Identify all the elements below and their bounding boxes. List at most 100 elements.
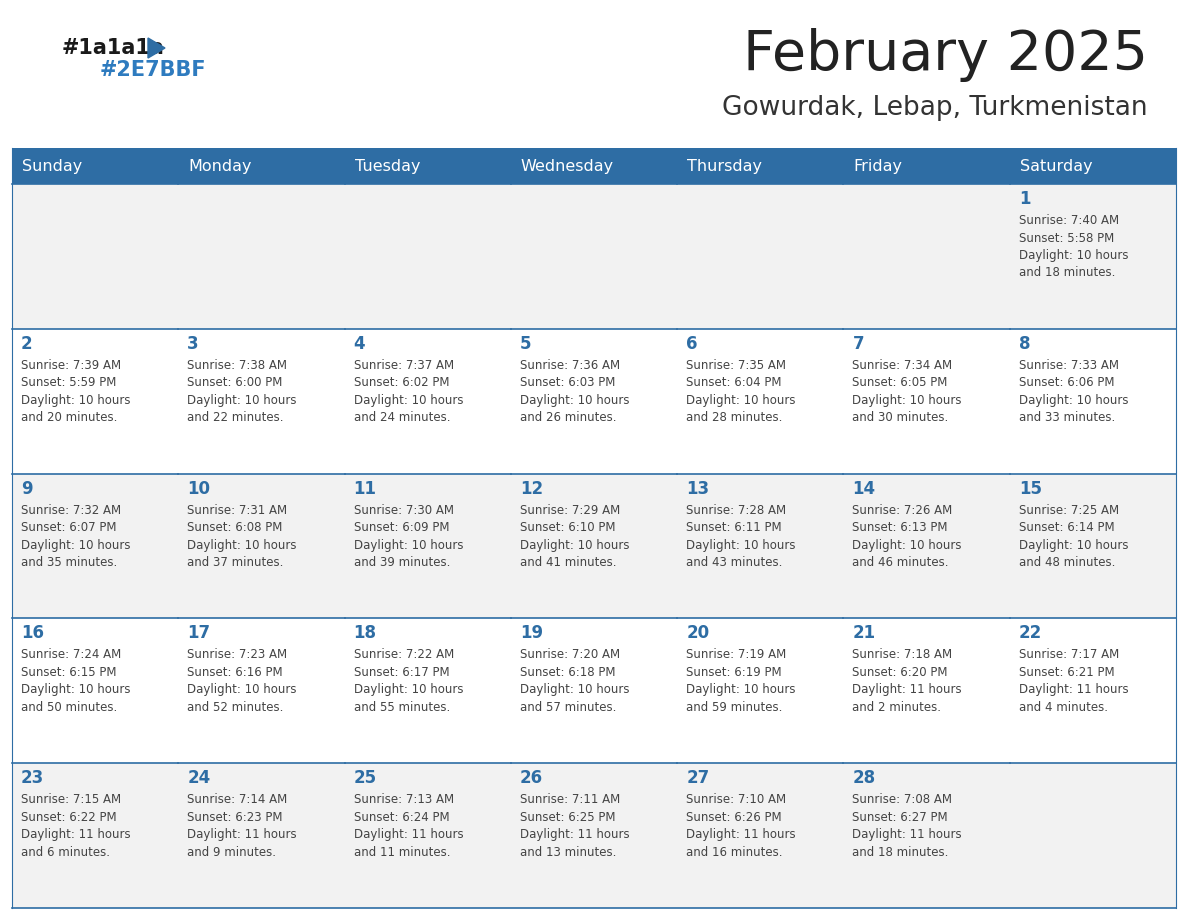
- Text: Daylight: 11 hours: Daylight: 11 hours: [354, 828, 463, 841]
- Text: and 48 minutes.: and 48 minutes.: [1019, 556, 1116, 569]
- Text: Sunset: 6:26 PM: Sunset: 6:26 PM: [687, 811, 782, 823]
- Text: Sunrise: 7:35 AM: Sunrise: 7:35 AM: [687, 359, 786, 372]
- Text: Daylight: 10 hours: Daylight: 10 hours: [21, 683, 131, 697]
- Text: Sunset: 6:11 PM: Sunset: 6:11 PM: [687, 521, 782, 534]
- Text: 4: 4: [354, 335, 365, 353]
- Text: Sunset: 6:13 PM: Sunset: 6:13 PM: [853, 521, 948, 534]
- Text: Sunset: 5:59 PM: Sunset: 5:59 PM: [21, 376, 116, 389]
- Bar: [178, 474, 345, 619]
- Bar: [178, 184, 345, 329]
- Bar: [511, 329, 677, 474]
- Text: Sunrise: 7:39 AM: Sunrise: 7:39 AM: [21, 359, 121, 372]
- Bar: [677, 474, 843, 619]
- Text: Daylight: 10 hours: Daylight: 10 hours: [1019, 249, 1129, 262]
- Text: Sunrise: 7:15 AM: Sunrise: 7:15 AM: [21, 793, 121, 806]
- Text: 7: 7: [853, 335, 864, 353]
- Bar: [843, 148, 1010, 184]
- Text: Sunrise: 7:20 AM: Sunrise: 7:20 AM: [520, 648, 620, 661]
- Bar: [677, 184, 843, 329]
- Text: Friday: Friday: [853, 159, 903, 174]
- Bar: [511, 184, 677, 329]
- Text: and 39 minutes.: and 39 minutes.: [354, 556, 450, 569]
- Text: and 11 minutes.: and 11 minutes.: [354, 845, 450, 858]
- Text: 15: 15: [1019, 479, 1042, 498]
- Text: Sunset: 6:05 PM: Sunset: 6:05 PM: [853, 376, 948, 389]
- Text: 3: 3: [188, 335, 198, 353]
- Text: Daylight: 11 hours: Daylight: 11 hours: [1019, 683, 1129, 697]
- Text: Sunset: 5:58 PM: Sunset: 5:58 PM: [1019, 231, 1114, 244]
- Text: Daylight: 11 hours: Daylight: 11 hours: [520, 828, 630, 841]
- Text: 14: 14: [853, 479, 876, 498]
- Text: Sunset: 6:16 PM: Sunset: 6:16 PM: [188, 666, 283, 679]
- Text: and 18 minutes.: and 18 minutes.: [853, 845, 949, 858]
- Text: 1: 1: [1019, 190, 1030, 208]
- Text: Sunset: 6:00 PM: Sunset: 6:00 PM: [188, 376, 283, 389]
- Bar: [843, 329, 1010, 474]
- Text: Daylight: 10 hours: Daylight: 10 hours: [520, 394, 630, 407]
- Text: 13: 13: [687, 479, 709, 498]
- Text: 6: 6: [687, 335, 697, 353]
- Text: 25: 25: [354, 769, 377, 788]
- Bar: [677, 329, 843, 474]
- Text: and 13 minutes.: and 13 minutes.: [520, 845, 617, 858]
- Bar: [12, 619, 178, 763]
- Text: #2E7BBF: #2E7BBF: [100, 60, 207, 80]
- Text: and 18 minutes.: and 18 minutes.: [1019, 266, 1116, 279]
- Text: Sunrise: 7:31 AM: Sunrise: 7:31 AM: [188, 504, 287, 517]
- Bar: [511, 474, 677, 619]
- Bar: [178, 763, 345, 908]
- Text: 28: 28: [853, 769, 876, 788]
- Bar: [345, 184, 511, 329]
- Text: Daylight: 10 hours: Daylight: 10 hours: [687, 394, 796, 407]
- Bar: [511, 763, 677, 908]
- Text: Sunset: 6:04 PM: Sunset: 6:04 PM: [687, 376, 782, 389]
- Text: Sunrise: 7:25 AM: Sunrise: 7:25 AM: [1019, 504, 1119, 517]
- Bar: [511, 148, 677, 184]
- Text: and 35 minutes.: and 35 minutes.: [21, 556, 118, 569]
- Text: Sunrise: 7:40 AM: Sunrise: 7:40 AM: [1019, 214, 1119, 227]
- Text: Daylight: 11 hours: Daylight: 11 hours: [188, 828, 297, 841]
- Text: and 43 minutes.: and 43 minutes.: [687, 556, 783, 569]
- Text: Daylight: 10 hours: Daylight: 10 hours: [520, 539, 630, 552]
- Text: Sunrise: 7:18 AM: Sunrise: 7:18 AM: [853, 648, 953, 661]
- Text: Sunset: 6:08 PM: Sunset: 6:08 PM: [188, 521, 283, 534]
- Text: Sunset: 6:15 PM: Sunset: 6:15 PM: [21, 666, 116, 679]
- Text: Sunset: 6:14 PM: Sunset: 6:14 PM: [1019, 521, 1114, 534]
- Bar: [511, 619, 677, 763]
- Text: Sunrise: 7:23 AM: Sunrise: 7:23 AM: [188, 648, 287, 661]
- Text: Sunrise: 7:33 AM: Sunrise: 7:33 AM: [1019, 359, 1119, 372]
- Text: Sunrise: 7:36 AM: Sunrise: 7:36 AM: [520, 359, 620, 372]
- Text: and 57 minutes.: and 57 minutes.: [520, 701, 617, 714]
- Bar: [12, 184, 178, 329]
- Text: Monday: Monday: [188, 159, 252, 174]
- Text: Sunrise: 7:19 AM: Sunrise: 7:19 AM: [687, 648, 786, 661]
- Bar: [12, 329, 178, 474]
- Text: Sunrise: 7:13 AM: Sunrise: 7:13 AM: [354, 793, 454, 806]
- Bar: [1010, 619, 1176, 763]
- Text: 22: 22: [1019, 624, 1042, 643]
- Bar: [677, 148, 843, 184]
- Bar: [1010, 474, 1176, 619]
- Text: Sunrise: 7:28 AM: Sunrise: 7:28 AM: [687, 504, 786, 517]
- Text: Sunset: 6:19 PM: Sunset: 6:19 PM: [687, 666, 782, 679]
- Text: Thursday: Thursday: [687, 159, 763, 174]
- Text: Sunset: 6:10 PM: Sunset: 6:10 PM: [520, 521, 615, 534]
- Text: Daylight: 10 hours: Daylight: 10 hours: [188, 539, 297, 552]
- Text: 20: 20: [687, 624, 709, 643]
- Text: and 33 minutes.: and 33 minutes.: [1019, 411, 1116, 424]
- Text: 17: 17: [188, 624, 210, 643]
- Text: and 46 minutes.: and 46 minutes.: [853, 556, 949, 569]
- Text: and 37 minutes.: and 37 minutes.: [188, 556, 284, 569]
- Text: Sunrise: 7:22 AM: Sunrise: 7:22 AM: [354, 648, 454, 661]
- Bar: [1010, 763, 1176, 908]
- Text: 19: 19: [520, 624, 543, 643]
- Text: Sunset: 6:22 PM: Sunset: 6:22 PM: [21, 811, 116, 823]
- Bar: [12, 763, 178, 908]
- Text: #1a1a1a: #1a1a1a: [62, 38, 165, 58]
- Text: Daylight: 11 hours: Daylight: 11 hours: [853, 828, 962, 841]
- Text: Sunrise: 7:10 AM: Sunrise: 7:10 AM: [687, 793, 786, 806]
- Text: and 22 minutes.: and 22 minutes.: [188, 411, 284, 424]
- Text: Daylight: 10 hours: Daylight: 10 hours: [188, 683, 297, 697]
- Bar: [843, 619, 1010, 763]
- Text: Sunrise: 7:14 AM: Sunrise: 7:14 AM: [188, 793, 287, 806]
